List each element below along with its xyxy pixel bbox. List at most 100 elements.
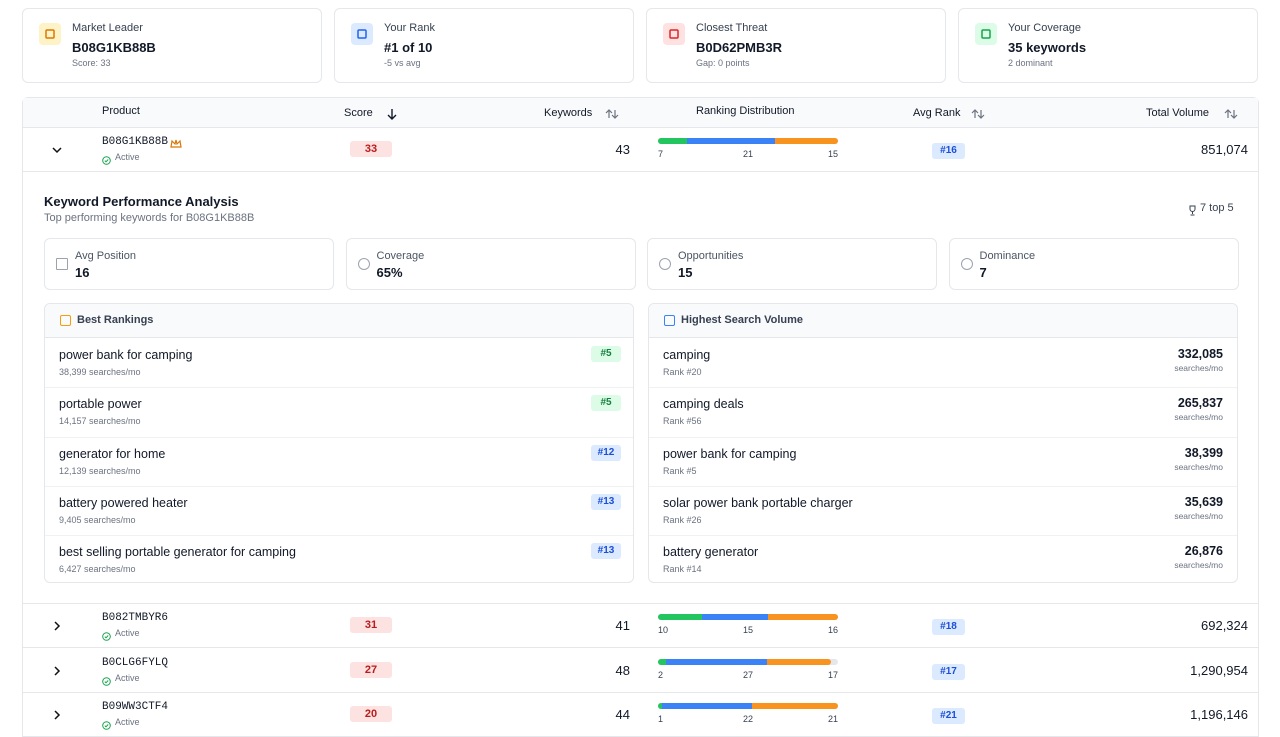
distribution-segment [665,659,767,665]
volume-unit: searches/mo [1174,510,1223,521]
card-sub: Score: 33 [72,58,111,68]
status: Active [115,152,140,162]
card-value: B0D62PMB3R [696,40,782,55]
keyword-rank: Rank #56 [663,416,702,427]
rank-badge: #5 [591,395,621,412]
card-label: Your Rank [384,22,435,34]
expand-toggle[interactable] [51,619,63,637]
trophy-icon [1187,203,1198,221]
metric-value: 16 [75,265,90,280]
keyword-volume: 12,139 searches/mo [59,465,141,476]
metric-value: 15 [678,265,693,280]
volume-value: 265,837 [1177,396,1223,411]
keyword: portable power [59,397,142,412]
item-separator [649,387,1237,389]
distribution-segment [687,138,776,144]
list-header-bg [45,304,633,338]
sort-button[interactable] [605,107,619,125]
card-sub: 2 dominant [1008,58,1053,68]
distribution-label: 16 [827,625,838,635]
list-icon [60,315,71,326]
column-header: Ranking Distribution [696,105,795,117]
list-title: Highest Search Volume [681,314,804,326]
product-asin: B0CLG6FYLQ [102,657,169,669]
status: Active [115,673,140,683]
icon [39,23,61,45]
keyword-rank: Rank #26 [663,514,702,525]
status: Active [115,717,140,727]
expand-toggle[interactable] [51,664,63,682]
column-header: Total Volume [1146,107,1209,119]
metric-label: Coverage [376,250,425,262]
summary-card: Market Leader B08G1KB88B Score: 33 [22,8,322,83]
product-asin: B082TMBYR6 [102,612,169,624]
distribution-label: 1 [658,714,664,724]
item-separator [45,436,633,438]
icon [351,23,373,45]
item-separator [45,387,633,389]
keyword-volume: 14,157 searches/mo [59,416,141,427]
detail-panel: Keyword Performance Analysis Top performi… [23,172,1258,604]
keyword: camping [663,348,711,362]
detail-subtitle: Top performing keywords for B08G1KB88B [44,212,255,224]
avg-rank-badge: #18 [932,619,965,635]
keyword-count: 44 [615,707,630,722]
metric-card: Opportunities 15 [647,238,937,290]
item-separator [45,535,633,537]
volume-unit: searches/mo [1174,363,1223,373]
column-header: Score [344,107,373,119]
icon [663,23,685,45]
list-title: Best Rankings [77,314,154,326]
volume-unit: searches/mo [1174,461,1223,472]
keyword: power bank for camping [663,446,797,461]
card-sub: Gap: 0 points [696,58,750,68]
detail-title: Keyword Performance Analysis [44,194,239,209]
sort-button[interactable] [1224,107,1238,125]
leader-crown [170,136,182,154]
metric-value: 7 [979,265,987,280]
avg-rank-badge: #17 [932,664,965,680]
distribution-label: 27 [742,670,753,680]
distribution-label: 2 [658,670,664,680]
distribution-label: 15 [827,149,838,159]
summary-card: Closest Threat B0D62PMB3R Gap: 0 points [646,8,946,83]
distribution-segment [658,138,688,144]
status-icon [102,628,111,646]
distribution-segment [752,703,838,709]
rank-badge: #13 [591,543,621,560]
distribution-segment [662,703,753,709]
expand-toggle[interactable] [51,143,63,161]
item-separator [649,485,1237,487]
distribution-segment [701,614,768,620]
metric-value: 65% [376,265,403,280]
distribution-label: 22 [742,714,753,724]
card-label: Closest Threat [696,22,768,34]
score-badge: 27 [350,662,392,678]
distribution-segment [766,659,831,665]
rank-badge: #13 [591,493,621,510]
total-volume: 851,074 [1201,142,1248,157]
item-separator [649,436,1237,438]
total-volume: 692,324 [1201,618,1248,633]
rank-badge: #12 [591,444,621,461]
column-header: Keywords [544,107,593,119]
row-separator [23,692,1258,693]
row-separator [23,647,1258,648]
keyword: solar power bank portable charger [663,495,853,510]
keyword-rank: Rank #20 [663,367,702,377]
volume-value: 35,639 [1184,494,1223,509]
sort-desc-icon [386,107,398,125]
card-value: B08G1KB88B [72,40,156,55]
keyword-volume: 6,427 searches/mo [59,564,136,575]
table-header [23,98,1258,128]
card-sub: -5 vs avg [384,58,421,68]
volume-value: 332,085 [1177,347,1223,361]
sort-button[interactable] [971,107,985,125]
keyword-count: 48 [615,663,630,678]
metric-label: Opportunities [678,250,744,262]
keyword: battery powered heater [59,495,188,510]
expand-toggle[interactable] [51,708,63,726]
distribution-label: 10 [658,625,669,635]
distribution-segment [658,614,702,620]
list-header-bg [649,304,1237,338]
